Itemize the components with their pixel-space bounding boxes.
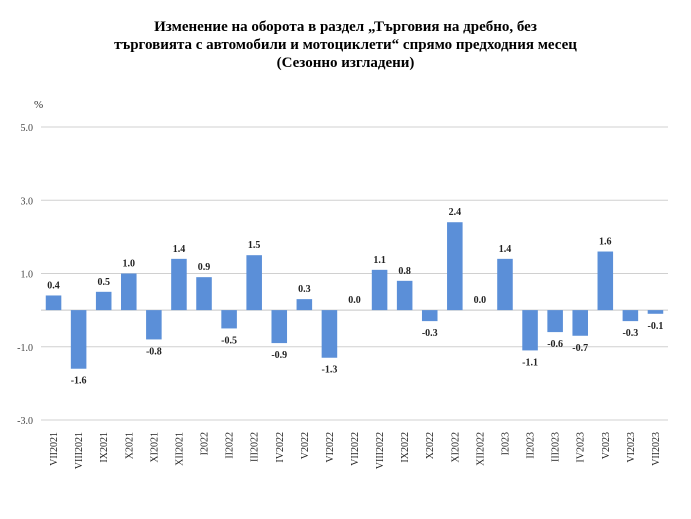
bar (647, 310, 664, 314)
x-tick-label: XII2021 (174, 432, 185, 466)
bar (70, 310, 87, 369)
x-tick-label: III2023 (551, 432, 562, 462)
data-label: 1.6 (599, 237, 612, 248)
data-label: 1.0 (123, 259, 136, 270)
x-tick-label: XI2021 (149, 432, 160, 463)
x-tick-label: VII2021 (49, 432, 60, 466)
data-label: 0.0 (474, 295, 487, 306)
x-tick-label: XI2022 (450, 432, 461, 463)
data-label: -0.8 (146, 346, 162, 357)
bar (45, 295, 62, 311)
data-label: 1.4 (173, 244, 186, 255)
x-tick-label: IX2022 (400, 432, 411, 463)
y-tick-label: 5.0 (21, 123, 34, 134)
x-tick-label: I2023 (500, 432, 511, 455)
y-axis-label: % (34, 99, 43, 111)
data-label: 2.4 (449, 207, 462, 218)
x-tick-label: IX2021 (99, 432, 110, 463)
y-tick-label: 3.0 (21, 196, 34, 207)
y-tick-label: -3.0 (17, 416, 33, 427)
data-label: 1.1 (373, 255, 386, 266)
x-tick-label: V2022 (300, 432, 311, 459)
chart-title-line-1: Изменение на оборота в раздел „Търговия … (154, 19, 537, 35)
data-label: -1.1 (522, 357, 538, 368)
bar (371, 269, 388, 311)
bar (447, 222, 463, 311)
bar (246, 255, 262, 311)
chart-title: Изменение на оборота в раздел „Търговия … (0, 18, 691, 72)
x-tick-label: X2022 (425, 432, 436, 459)
x-tick-label: VIII2021 (74, 432, 85, 469)
x-tick-label: VII2023 (651, 432, 662, 466)
data-label: 1.5 (248, 240, 261, 251)
bar (547, 310, 563, 333)
bar (421, 310, 438, 322)
bar (522, 310, 538, 351)
chart-title-line-3: (Сезонно изгладени) (276, 55, 415, 71)
data-label: 0.4 (47, 280, 60, 291)
x-tick-label: VI2023 (626, 432, 637, 463)
data-label: 0.8 (398, 266, 411, 277)
data-label: -0.9 (271, 350, 287, 361)
bar (271, 310, 288, 344)
x-tick-label: III2022 (250, 432, 261, 462)
x-tick-label: X2021 (124, 432, 135, 459)
y-tick-label: 1.0 (21, 270, 34, 281)
data-label: -0.1 (648, 321, 664, 332)
data-label: 0.0 (348, 295, 361, 306)
x-tick-label: XII2022 (475, 432, 486, 466)
bar (321, 310, 338, 358)
bar (221, 310, 237, 329)
bar (146, 310, 162, 340)
data-label: -0.7 (572, 343, 588, 354)
bar (171, 258, 187, 311)
bar (497, 258, 513, 311)
x-tick-label: VIII2022 (375, 432, 386, 469)
data-label: 0.3 (298, 284, 311, 295)
x-tick-label: I2022 (200, 432, 211, 455)
data-label: -0.3 (422, 328, 438, 339)
y-tick-label: -1.0 (17, 343, 33, 354)
data-label: 1.4 (499, 244, 512, 255)
chart-title-line-2: търговията с автомобили и мотоциклети“ с… (114, 37, 577, 53)
x-tick-label: VII2022 (350, 432, 361, 466)
bar (396, 280, 413, 311)
bar (572, 310, 588, 336)
x-tick-label: VI2022 (325, 432, 336, 463)
bar (95, 291, 112, 311)
bar (597, 251, 614, 311)
bar (296, 299, 313, 311)
x-tick-label: IV2022 (275, 432, 286, 463)
x-tick-label: II2022 (225, 432, 236, 459)
data-label: -0.5 (221, 335, 237, 346)
data-label: -1.6 (71, 376, 87, 387)
x-tick-label: IV2023 (576, 432, 587, 463)
bar (121, 273, 137, 311)
x-tick-label: V2023 (601, 432, 612, 459)
data-label: -1.3 (321, 365, 337, 376)
bar (622, 310, 639, 322)
bar (196, 277, 212, 311)
x-tick-label: II2023 (526, 432, 537, 459)
data-label: -0.6 (547, 339, 563, 350)
data-label: 0.9 (198, 262, 211, 273)
data-label: 0.5 (97, 277, 110, 288)
data-label: -0.3 (622, 328, 638, 339)
